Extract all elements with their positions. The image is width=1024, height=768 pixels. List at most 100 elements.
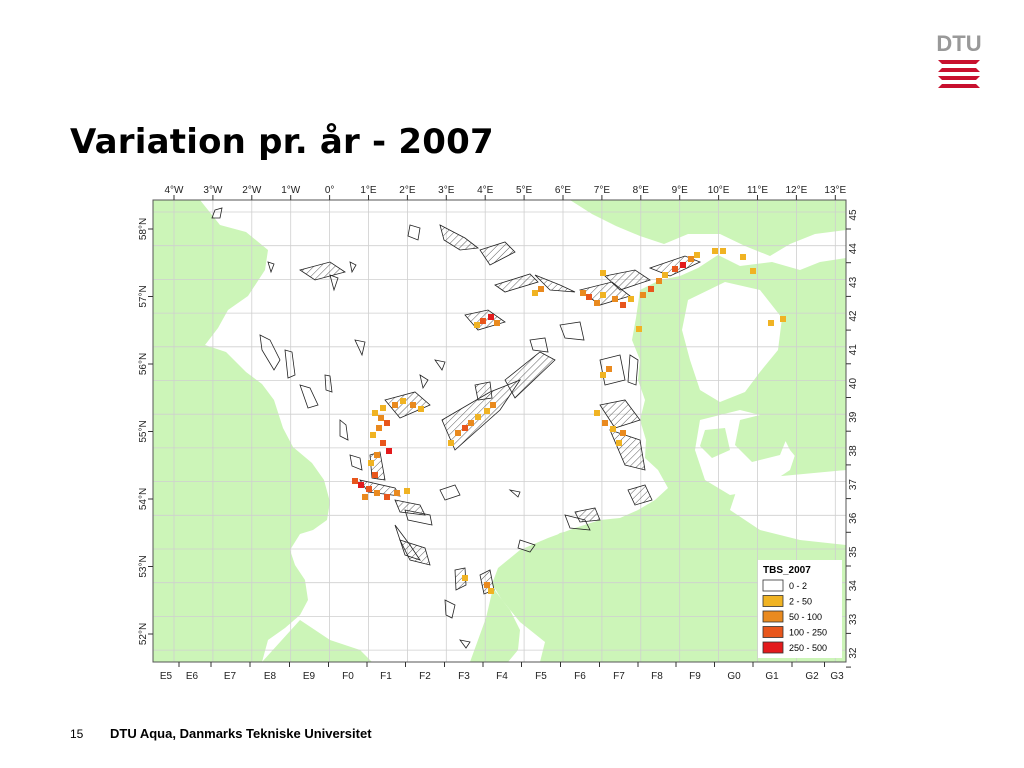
intensity-cell: [586, 294, 592, 300]
intensity-cell: [380, 405, 386, 411]
intensity-cell: [680, 262, 686, 268]
ices-column-label: F9: [689, 671, 701, 682]
ices-column-label: F0: [342, 671, 354, 682]
ices-row-label: 40: [848, 378, 859, 390]
fishing-area-outline: [407, 224, 421, 241]
lon-label: 10°E: [708, 185, 730, 196]
ices-column-label: F2: [419, 671, 431, 682]
ices-row-label: 41: [848, 344, 859, 356]
fishing-area-polygon: [474, 381, 493, 401]
fishing-area-outline: [259, 334, 281, 371]
legend-label: 100 - 250: [789, 628, 827, 638]
intensity-cell: [474, 322, 480, 328]
fishing-area-outline: [404, 509, 433, 526]
fishing-area-outline: [329, 274, 339, 292]
intensity-cell: [740, 254, 746, 260]
intensity-cell: [410, 402, 416, 408]
fishing-area-polygon: [454, 567, 467, 591]
ices-column-label: E7: [224, 671, 237, 682]
intensity-cell: [392, 402, 398, 408]
fishing-area-polygon: [479, 241, 516, 266]
intensity-cell: [538, 286, 544, 292]
dtu-logo-stripes: [938, 60, 980, 88]
ices-column-label: E5: [160, 671, 173, 682]
fishing-area-polygon: [384, 391, 431, 419]
fishing-area-outline: [299, 384, 319, 409]
ices-column-label: G1: [765, 671, 779, 682]
land-funen: [700, 428, 730, 458]
lat-label: 52°N: [138, 623, 149, 645]
intensity-cell: [620, 302, 626, 308]
intensity-cell: [780, 316, 786, 322]
fishing-area-polygon: [504, 351, 556, 399]
fishing-area-outline: [627, 354, 639, 386]
ices-row-label: 33: [848, 613, 859, 625]
lon-label: 9°E: [672, 185, 689, 196]
intensity-cell: [368, 460, 374, 466]
ices-column-label: F4: [496, 671, 508, 682]
intensity-cell: [380, 440, 386, 446]
legend-swatch: [762, 641, 784, 654]
lat-label: 56°N: [138, 353, 149, 375]
lon-label: 13°E: [824, 185, 846, 196]
intensity-cell: [606, 366, 612, 372]
lon-label: 5°E: [516, 185, 533, 196]
legend-swatch: [762, 579, 784, 592]
lat-label: 57°N: [138, 285, 149, 307]
legend: TBS_2007 0 - 2 2 - 50 50 - 100 100 - 250 250…: [758, 560, 842, 658]
intensity-cell: [656, 278, 662, 284]
fishing-area-outline: [434, 359, 446, 371]
lon-label: 11°E: [747, 185, 768, 196]
lon-label: 1°W: [281, 185, 301, 196]
axis-labels: 4°W 3°W 2°W 1°W 0° 1°E 2°E 3°E 4°E 5°E 6°E 7°E 8°E 9°…: [138, 185, 859, 682]
ices-column-label: F8: [651, 671, 663, 682]
lon-label: 8°E: [633, 185, 650, 196]
ices-row-label: 39: [848, 411, 859, 423]
intensity-cell: [400, 398, 406, 404]
ices-row-label: 35: [848, 546, 859, 558]
ices-row-label: 36: [848, 512, 859, 524]
intensity-cell: [600, 372, 606, 378]
intensity-cell: [640, 292, 646, 298]
fishing-area-outline: [339, 419, 349, 441]
intensity-cell: [610, 426, 616, 432]
land-frisian-islands: [522, 520, 613, 555]
land-zealand: [735, 412, 790, 462]
legend-swatch: [762, 610, 784, 623]
lat-label: 55°N: [138, 420, 149, 442]
intensity-cell: [378, 415, 384, 421]
fishing-area-polygon: [599, 399, 641, 429]
intensity-cell: [612, 296, 618, 302]
dtu-logo-text: DTU: [936, 31, 981, 56]
intensity-cell: [404, 488, 410, 494]
intensity-cell: [620, 430, 626, 436]
intensity-cell: [488, 588, 494, 594]
fishing-area-outline: [508, 489, 521, 498]
ices-column-label: E6: [186, 671, 199, 682]
intensity-cell: [648, 286, 654, 292]
intensity-cell: [494, 320, 500, 326]
lon-label: 3°W: [203, 185, 223, 196]
ices-column-label: G2: [805, 671, 819, 682]
footer-organization: DTU Aqua, Danmarks Tekniske Universitet: [110, 726, 372, 741]
map-grid: [153, 200, 846, 662]
ices-column-label: G3: [830, 671, 844, 682]
lat-label: 54°N: [138, 488, 149, 510]
lat-label: 53°N: [138, 555, 149, 577]
legend-swatch: [762, 595, 784, 607]
ices-column-label: E8: [264, 671, 277, 682]
intensity-cell: [712, 248, 718, 254]
ices-column-label: G0: [727, 671, 741, 682]
intensity-cell: [484, 582, 490, 588]
intensity-cell: [462, 425, 468, 431]
intensity-cell: [484, 408, 490, 414]
slide-title: Variation pr. år - 2007: [70, 122, 494, 162]
intensity-cell: [580, 290, 586, 296]
intensity-cell: [602, 420, 608, 426]
fishing-area-polygon: [534, 274, 576, 293]
ices-column-label: E9: [303, 671, 316, 682]
page-number: 15: [70, 727, 84, 741]
lon-label: 0°: [325, 185, 335, 196]
ices-column-label: F6: [574, 671, 586, 682]
intensity-cell: [376, 425, 382, 431]
